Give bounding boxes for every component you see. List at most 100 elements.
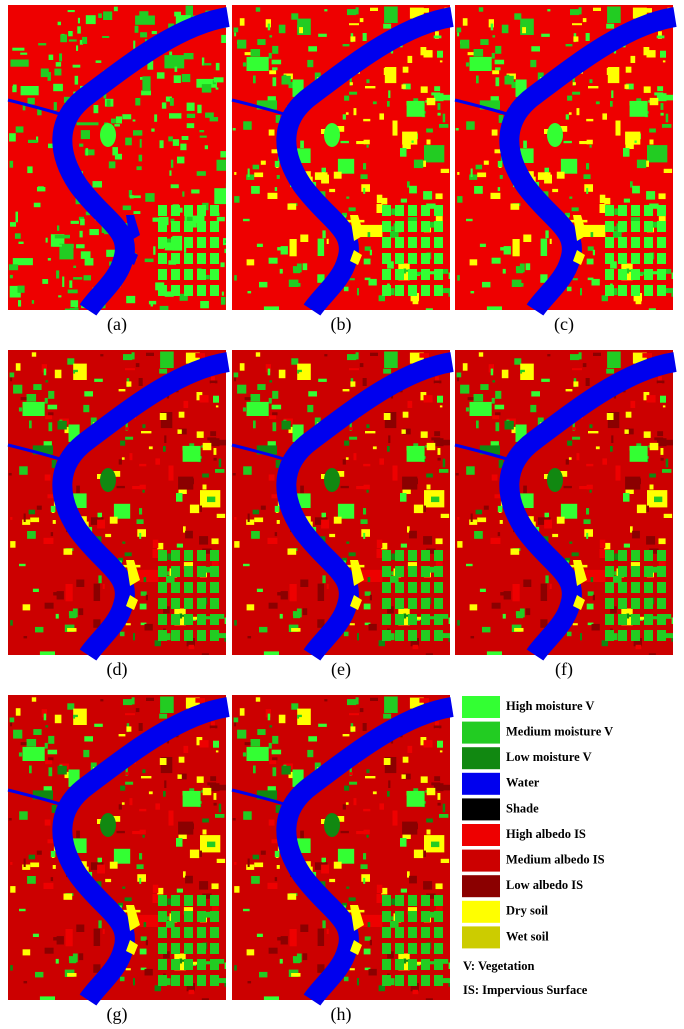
map-patch [343, 389, 350, 391]
map-panel [455, 5, 675, 310]
map-patch [514, 628, 523, 632]
map-block [408, 911, 417, 922]
map-patch [217, 514, 225, 518]
map-patch [322, 168, 327, 173]
map-patch [505, 76, 514, 85]
map-patch [588, 591, 594, 595]
map-patch [531, 391, 540, 396]
map-block [421, 253, 430, 264]
map-patch [530, 60, 536, 67]
map-patch [513, 584, 520, 601]
map-block [197, 221, 206, 232]
map-patch [602, 295, 608, 301]
map-patch [492, 70, 499, 74]
map-patch [469, 175, 477, 180]
map-patch [168, 136, 173, 141]
legend-swatch [462, 722, 500, 744]
map-patch [436, 561, 443, 567]
map-patch [272, 60, 282, 65]
map-patch [51, 851, 56, 857]
map-patch [457, 373, 462, 378]
map-patch [593, 595, 595, 601]
map-patch [377, 195, 383, 203]
map-patch [437, 741, 443, 748]
map-block [382, 614, 391, 625]
map-patch [388, 435, 390, 443]
map-block [171, 927, 180, 938]
map-block [210, 975, 219, 986]
map-patch [360, 363, 364, 367]
map-patch [654, 497, 662, 503]
map-patch [214, 803, 217, 806]
map-patch [10, 723, 12, 727]
map-patch [541, 584, 548, 601]
map-patch [57, 591, 64, 599]
map-patch [269, 70, 276, 74]
map-patch [253, 855, 260, 860]
map-patch [500, 175, 503, 179]
map-patch [383, 369, 391, 374]
map-patch [400, 838, 407, 847]
map-patch [442, 978, 450, 983]
map-block [421, 237, 430, 248]
map-patch [625, 84, 629, 89]
map-patch [661, 448, 664, 455]
map-block [605, 237, 614, 248]
map-patch [367, 835, 369, 838]
map-patch [203, 788, 212, 795]
map-patch [441, 859, 449, 863]
map-patch [361, 874, 370, 882]
map-patch [636, 300, 642, 304]
map-block [171, 598, 180, 609]
map-patch [427, 485, 431, 490]
map-patch [234, 373, 239, 378]
map-patch [561, 504, 577, 519]
map-patch [269, 53, 272, 59]
map-patch [649, 129, 656, 133]
map-patch [566, 114, 569, 119]
map-patch [202, 474, 209, 478]
map-patch [579, 141, 588, 144]
map-block [197, 550, 206, 561]
map-patch [346, 197, 349, 199]
map-patch [117, 486, 125, 488]
map-patch [366, 769, 369, 773]
map-patch [421, 776, 428, 783]
map-patch [21, 397, 27, 400]
map-patch [76, 580, 84, 588]
panel-caption: (f) [555, 659, 573, 680]
map-patch [174, 75, 181, 83]
map-patch [364, 259, 371, 265]
map-patch [24, 981, 28, 983]
map-block [644, 582, 653, 593]
map-patch [125, 138, 132, 146]
map-patch [630, 101, 648, 117]
map-patch [384, 7, 398, 24]
panel-caption: (d) [107, 659, 128, 680]
map-patch [364, 949, 371, 955]
map-block [434, 582, 443, 593]
map-patch [400, 493, 407, 502]
map-block [408, 205, 417, 216]
map-patch [144, 577, 147, 582]
map-patch [176, 493, 183, 502]
map-patch [579, 7, 582, 14]
map-block [382, 582, 391, 593]
map-patch [363, 378, 367, 386]
legend-swatch [462, 926, 500, 948]
map-patch [248, 291, 252, 293]
map-block [382, 959, 391, 970]
map-patch [321, 175, 329, 184]
map-block [395, 943, 404, 954]
map-patch [334, 172, 342, 179]
map-patch [55, 370, 62, 379]
map-block [605, 550, 614, 561]
map-patch [240, 708, 245, 716]
map-patch [591, 232, 594, 237]
map-patch [424, 740, 433, 747]
map-patch [290, 584, 297, 601]
map-patch [492, 603, 501, 609]
map-patch [403, 757, 409, 763]
map-patch [98, 920, 101, 928]
map-patch [456, 473, 459, 476]
